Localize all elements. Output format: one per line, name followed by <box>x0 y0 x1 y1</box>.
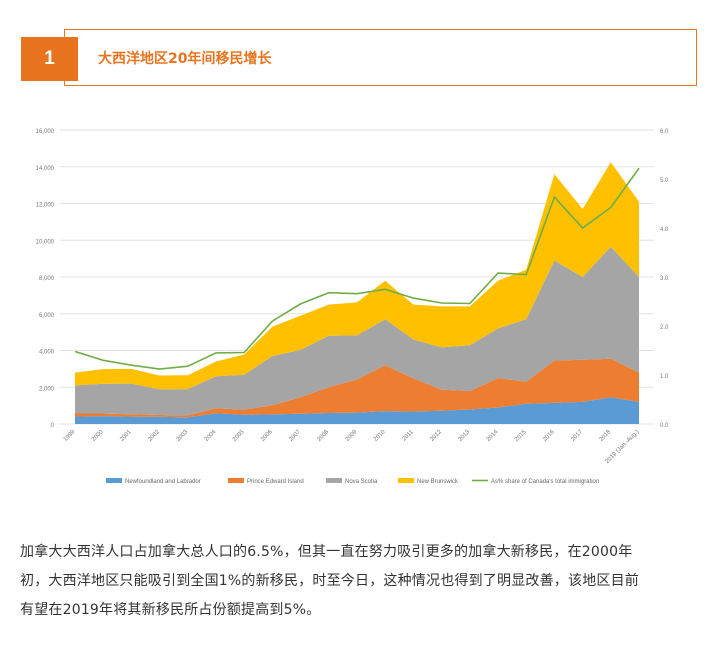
x-tick-label: 2016 <box>542 429 556 443</box>
chart-container: 0 2,000 4,000 6,000 8,000 10,000 12,000 14,000 1… <box>26 120 682 496</box>
x-tick-label: 2005 <box>232 429 246 443</box>
legend-label: Prince Edward Island <box>247 479 304 485</box>
y-tick-label: 6,000 <box>39 313 55 319</box>
y2-tick-label: 2.0 <box>660 325 669 331</box>
x-tick-label: 2012 <box>429 429 443 443</box>
x-tick-label: 2004 <box>204 429 218 443</box>
y-tick-label: 4,000 <box>39 350 55 356</box>
area-series <box>75 358 639 418</box>
paragraph-line: 加拿大大西洋人口占加拿大总人口的6.5%，但其一直在努力吸引更多的加拿大新移民，… <box>20 544 633 560</box>
y2-tick-label: 6.0 <box>660 129 669 135</box>
y-tick-label: 8,000 <box>39 276 55 282</box>
x-tick-label: 2010 <box>373 429 387 443</box>
y-tick-label: 10,000 <box>36 239 55 245</box>
legend-swatch <box>326 478 342 483</box>
legend-label: Nova Scotia <box>345 479 378 485</box>
section-title: 大西洋地区20年间移民增长 <box>98 51 272 67</box>
x-tick-label: 2017 <box>570 429 584 443</box>
section-header-frame <box>64 29 697 86</box>
legend-label: New Brunswick <box>417 479 459 485</box>
y2-tick-label: 0.0 <box>660 423 669 429</box>
y-tick-label: 16,000 <box>36 129 55 135</box>
x-tick-label: 2007 <box>288 429 302 443</box>
area-series <box>75 397 639 424</box>
area-series <box>75 246 639 416</box>
x-tick-label: 2002 <box>147 429 161 443</box>
x-tick-label: 2018 <box>599 429 613 443</box>
immigration-stacked-area-chart: 0 2,000 4,000 6,000 8,000 10,000 12,000 14,000 1… <box>36 129 669 485</box>
y2-tick-label: 5.0 <box>660 178 669 184</box>
legend-swatch <box>106 478 122 483</box>
x-tick-label: 2011 <box>401 429 415 443</box>
x-tick-label: 1999 <box>63 429 77 443</box>
area-series <box>75 162 639 390</box>
y2-tick-label: 1.0 <box>660 374 669 380</box>
section-number-badge: 1 <box>21 37 78 81</box>
x-tick-label: 2008 <box>317 429 331 443</box>
y-tick-label: 12,000 <box>36 203 55 209</box>
y-tick-label: 14,000 <box>36 166 55 172</box>
y-tick-label: 2,000 <box>39 386 55 392</box>
y2-tick-label: 4.0 <box>660 227 669 233</box>
x-tick-label: 2006 <box>260 429 274 443</box>
y-tick-label: 0 <box>51 423 55 429</box>
y2-tick-label: 3.0 <box>660 276 669 282</box>
x-tick-label: 2013 <box>458 429 472 443</box>
line-series-share <box>74 167 640 370</box>
paragraph-line: 有望在2019年将其新移民所占份额提高到5%。 <box>20 602 321 618</box>
legend-label: As% share of Canada's total immigration <box>491 479 599 485</box>
body-paragraph: 加拿大大西洋人口占加拿大总人口的6.5%，但其一直在努力吸引更多的加拿大新移民，… <box>20 538 696 625</box>
x-tick-label: 2000 <box>91 429 105 443</box>
x-tick-label: 2009 <box>345 429 359 443</box>
x-tick-label: 2003 <box>176 429 190 443</box>
x-tick-label: 2015 <box>514 429 528 443</box>
x-tick-label: 2001 <box>119 429 133 443</box>
legend-swatch <box>228 478 244 483</box>
legend-swatch <box>398 478 414 483</box>
paragraph-line: 初，大西洋地区只能吸引到全国1%的新移民，时至今日，这种情况也得到了明显改善，该… <box>20 573 640 589</box>
legend-label: Newfoundland and Labrador <box>125 479 201 485</box>
x-tick-label: 2014 <box>486 429 500 443</box>
